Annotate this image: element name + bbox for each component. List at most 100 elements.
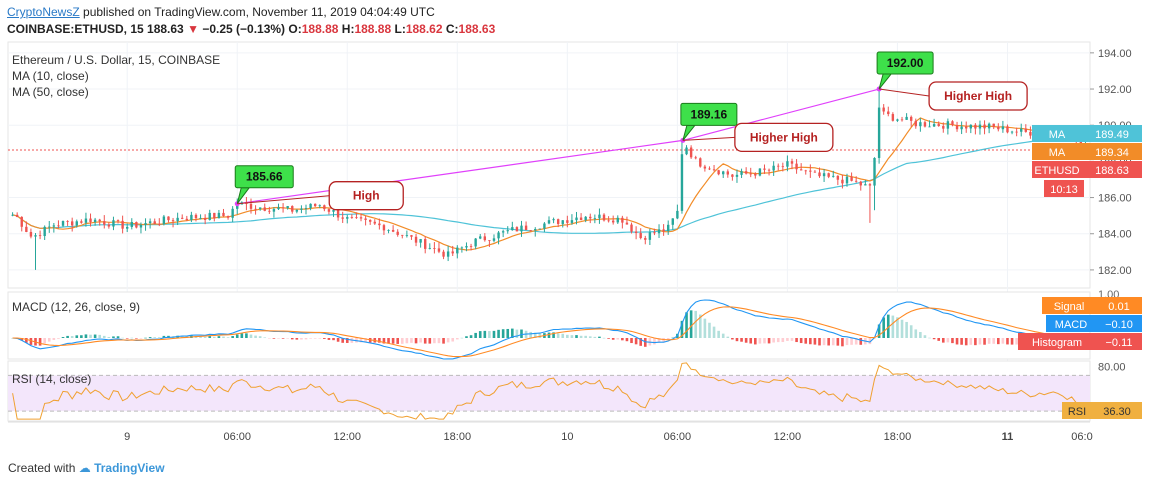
candle-body xyxy=(492,238,496,241)
macd-histogram-bar xyxy=(148,337,152,338)
candle-body xyxy=(327,209,331,212)
macd-histogram-bar xyxy=(951,338,954,344)
candle-body xyxy=(511,227,514,231)
candle-body xyxy=(680,154,684,211)
candle-body xyxy=(396,231,399,235)
macd-histogram-bar xyxy=(263,337,267,339)
price-callout-box xyxy=(234,165,294,189)
macd-histogram-bar xyxy=(841,338,844,347)
candle-body xyxy=(712,169,716,171)
macd-histogram-bar xyxy=(465,336,468,338)
candle-body xyxy=(1010,131,1014,133)
candle-body xyxy=(777,165,780,167)
macd-histogram-bar xyxy=(744,338,748,343)
candle-body xyxy=(456,247,459,254)
macd-histogram-bar xyxy=(680,320,684,338)
macd-histogram-bar xyxy=(492,330,496,338)
ma50-path xyxy=(12,130,1091,234)
macd-histogram-bar xyxy=(634,338,638,345)
candle-body xyxy=(836,175,840,180)
time-tick-label: 18:00 xyxy=(444,431,472,443)
axis-value-tag xyxy=(1082,125,1142,142)
macd-histogram-bar xyxy=(80,335,83,338)
macd-histogram-bar xyxy=(776,338,780,343)
macd-histogram-bar xyxy=(877,324,881,338)
candle-body xyxy=(194,214,198,219)
rsi-pane: RSI (14, close) 80.00 RSI 36.30 xyxy=(7,360,1142,422)
macd-histogram-bar xyxy=(653,338,656,345)
macd-histogram-bar xyxy=(437,338,441,344)
candle-body xyxy=(217,212,221,219)
candle-body xyxy=(891,114,895,121)
macd-histogram-bar xyxy=(501,329,505,338)
candle-body xyxy=(919,122,922,127)
candle-body xyxy=(254,208,257,210)
candle-body xyxy=(126,226,129,229)
axis-value-tag xyxy=(1082,143,1142,160)
macd-histogram-bar xyxy=(955,338,959,345)
macd-histogram-bar xyxy=(446,338,450,343)
macd-histogram-bar xyxy=(469,335,473,338)
rsi-legend-tag xyxy=(1062,402,1092,419)
macd-histogram-bar xyxy=(983,338,986,345)
candle-body xyxy=(946,121,950,129)
macd-histogram-bar xyxy=(804,338,808,344)
rsi-value-tag xyxy=(1092,402,1142,419)
price-callout-box xyxy=(680,102,738,126)
candle-body xyxy=(424,239,427,249)
macd-line xyxy=(12,299,1091,360)
macd-histogram-bar xyxy=(213,336,216,338)
candle-body xyxy=(754,173,757,176)
candle-body xyxy=(593,218,597,220)
candle-body xyxy=(107,224,111,227)
candle-body xyxy=(80,221,83,223)
candle-body xyxy=(644,238,647,240)
candle-body xyxy=(689,147,693,158)
candle-body xyxy=(153,221,156,224)
candle-body xyxy=(61,221,65,226)
candle-body xyxy=(579,217,583,221)
macd-histogram-bar xyxy=(698,314,702,338)
candle-body xyxy=(373,221,376,224)
candle-body xyxy=(236,204,239,209)
publish-line: CryptoNewsZ published on TradingView.com… xyxy=(7,5,435,19)
rsi-title: RSI (14, close) xyxy=(12,372,91,386)
open-value: 188.88 xyxy=(301,22,339,36)
macd-histogram-bar xyxy=(217,336,221,338)
macd-histogram-bar xyxy=(584,335,587,338)
macd-histogram-bar xyxy=(1001,338,1005,344)
candle-body xyxy=(538,228,542,230)
candle-body xyxy=(822,173,826,177)
candle-body xyxy=(731,174,734,177)
candle-body xyxy=(515,227,519,232)
macd-histogram-bar xyxy=(992,338,996,344)
macd-histogram-bar xyxy=(295,338,299,340)
macd-histogram-bar xyxy=(203,336,207,338)
candle-body xyxy=(382,225,386,231)
macd-histogram-bar xyxy=(689,310,693,338)
candle-body xyxy=(405,235,409,236)
candle-body xyxy=(818,172,821,177)
candle-body xyxy=(630,224,633,232)
rsi-legend-label: RSI xyxy=(1068,406,1086,418)
macd-histogram-bar xyxy=(786,338,789,341)
macd-value-tag xyxy=(1096,333,1142,350)
macd-histogram-bar xyxy=(900,319,904,338)
candle-body xyxy=(735,174,739,177)
rsi-line xyxy=(12,362,1091,420)
publisher-link[interactable]: CryptoNewsZ xyxy=(7,5,80,19)
candle-body xyxy=(501,231,505,233)
macd-histogram-bar xyxy=(102,335,106,338)
candle-body xyxy=(639,233,642,239)
macd-histogram-bar xyxy=(98,334,101,338)
candle-body xyxy=(556,219,560,224)
candle-body xyxy=(410,235,413,237)
tradingview-link[interactable]: TradingView xyxy=(94,461,165,475)
candle-body xyxy=(937,124,940,127)
macd-histogram-bar xyxy=(125,338,129,339)
candle-body xyxy=(433,248,436,249)
candle-body xyxy=(877,107,881,158)
chart-canvas[interactable]: 185.66 High 189.16 Higher High 192.00 Higher … xyxy=(0,40,1150,458)
macd-histogram-bar xyxy=(809,338,812,345)
macd-histogram-bar xyxy=(25,338,28,343)
